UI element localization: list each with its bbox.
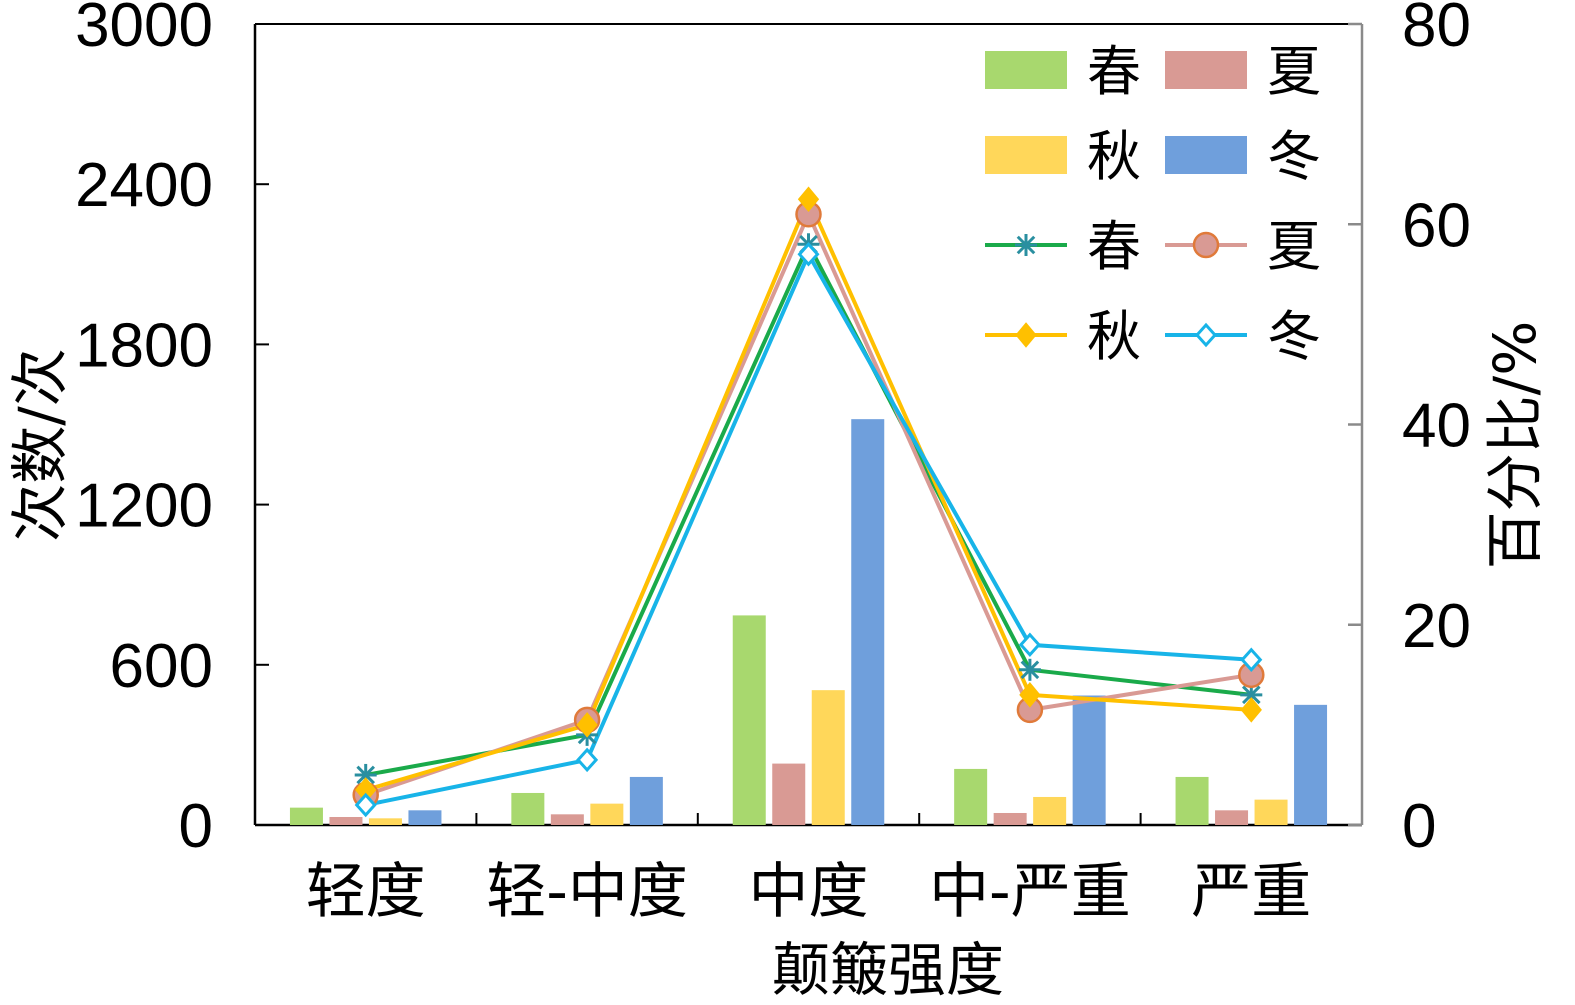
point-秋-轻-中度: [576, 712, 598, 738]
bar-夏-严重: [1215, 810, 1249, 825]
legend-label: 冬: [1267, 305, 1321, 368]
bar-冬-轻-中度: [629, 776, 663, 825]
legend-swatch-bar-冬: [1165, 136, 1247, 174]
bar-秋-严重: [1254, 799, 1288, 825]
legend-swatch-bar-夏: [1165, 51, 1247, 89]
legend-label: 秋: [1087, 125, 1141, 188]
point-秋-严重: [1240, 697, 1262, 723]
legend-swatch-bar-秋: [985, 136, 1067, 174]
bar-春-中度: [732, 615, 766, 825]
y-tick-label-right: 0: [1402, 792, 1436, 861]
y-tick-label-left: 3000: [75, 0, 213, 60]
bar-夏-轻-中度: [550, 814, 584, 825]
legend-label: 秋: [1087, 305, 1141, 368]
bar-冬-中度: [851, 419, 885, 825]
bar-春-中-严重: [954, 768, 988, 825]
point-冬-轻-中度: [576, 747, 599, 773]
bar-夏-轻度: [329, 816, 363, 825]
bars-layer: [289, 419, 1328, 825]
bar-夏-中度: [772, 763, 806, 825]
bar-秋-轻度: [368, 818, 402, 825]
point-冬-严重: [1240, 647, 1263, 673]
ticks-layer: 0 600 1200 1800 2400 3000 0 20 40 60 80 轻度 轻-中度 中度 中-严…: [75, 0, 1471, 927]
bar-夏-中-严重: [993, 812, 1027, 825]
legend-label: 春: [1087, 215, 1141, 278]
legend-label: 春: [1087, 40, 1141, 103]
legend-marker-冬: [1194, 322, 1218, 348]
bar-春-严重: [1175, 776, 1209, 825]
legend-label: 夏: [1267, 40, 1321, 103]
point-冬-中-严重: [1018, 632, 1041, 658]
legend-label: 冬: [1267, 125, 1321, 188]
y-tick-label-right: 40: [1402, 392, 1471, 461]
bar-冬-中-严重: [1072, 695, 1106, 825]
legend-marker-夏: [1192, 231, 1220, 259]
line-夏: [365, 209, 1252, 797]
y-tick-label-left: 1800: [75, 311, 213, 380]
y-tick-label-left: 1200: [75, 472, 213, 541]
legend-marker-秋: [1015, 322, 1037, 348]
y-tick-label-left: 0: [179, 792, 213, 861]
bar-秋-轻-中度: [590, 803, 624, 825]
y-tick-label-right: 60: [1402, 191, 1471, 260]
point-秋-中度: [797, 186, 820, 212]
y-tick-label-right: 20: [1402, 592, 1471, 661]
y-tick-label-left: 600: [110, 632, 213, 701]
bar-冬-轻度: [408, 810, 442, 825]
legend-swatch-bar-春: [985, 51, 1067, 89]
y-axis-title-left: 次数/次: [6, 348, 74, 542]
x-tick-label: 轻-中度: [486, 857, 688, 927]
legend-marker-春: [1015, 234, 1037, 256]
bar-春-轻-中度: [511, 792, 545, 825]
point-冬-中度: [797, 242, 820, 267]
point-春-中-严重: [1018, 658, 1041, 681]
line-秋: [365, 194, 1252, 792]
x-tick-label: 轻度: [306, 857, 426, 927]
lines-layer: [352, 186, 1265, 818]
point-冬-轻度: [354, 792, 377, 818]
bar-秋-中度: [811, 690, 845, 825]
y-tick-label-left: 2400: [75, 151, 213, 220]
legend-label: 夏: [1267, 215, 1321, 278]
point-秋-中-严重: [1019, 682, 1041, 708]
bar-春-轻度: [289, 807, 323, 825]
x-tick-label: 中度: [749, 857, 869, 927]
x-axis-title: 颠簸强度: [772, 936, 1004, 1004]
bar-冬-严重: [1294, 704, 1328, 825]
bar-秋-中-严重: [1033, 796, 1067, 825]
y-tick-label-right: 80: [1402, 0, 1471, 60]
x-tick-label: 严重: [1191, 857, 1311, 927]
legend: 春夏秋 冬春 夏秋冬: [985, 40, 1321, 368]
x-tick-label: 中-严重: [929, 857, 1131, 927]
y-axis-title-right: 百分比/%: [1481, 321, 1549, 570]
